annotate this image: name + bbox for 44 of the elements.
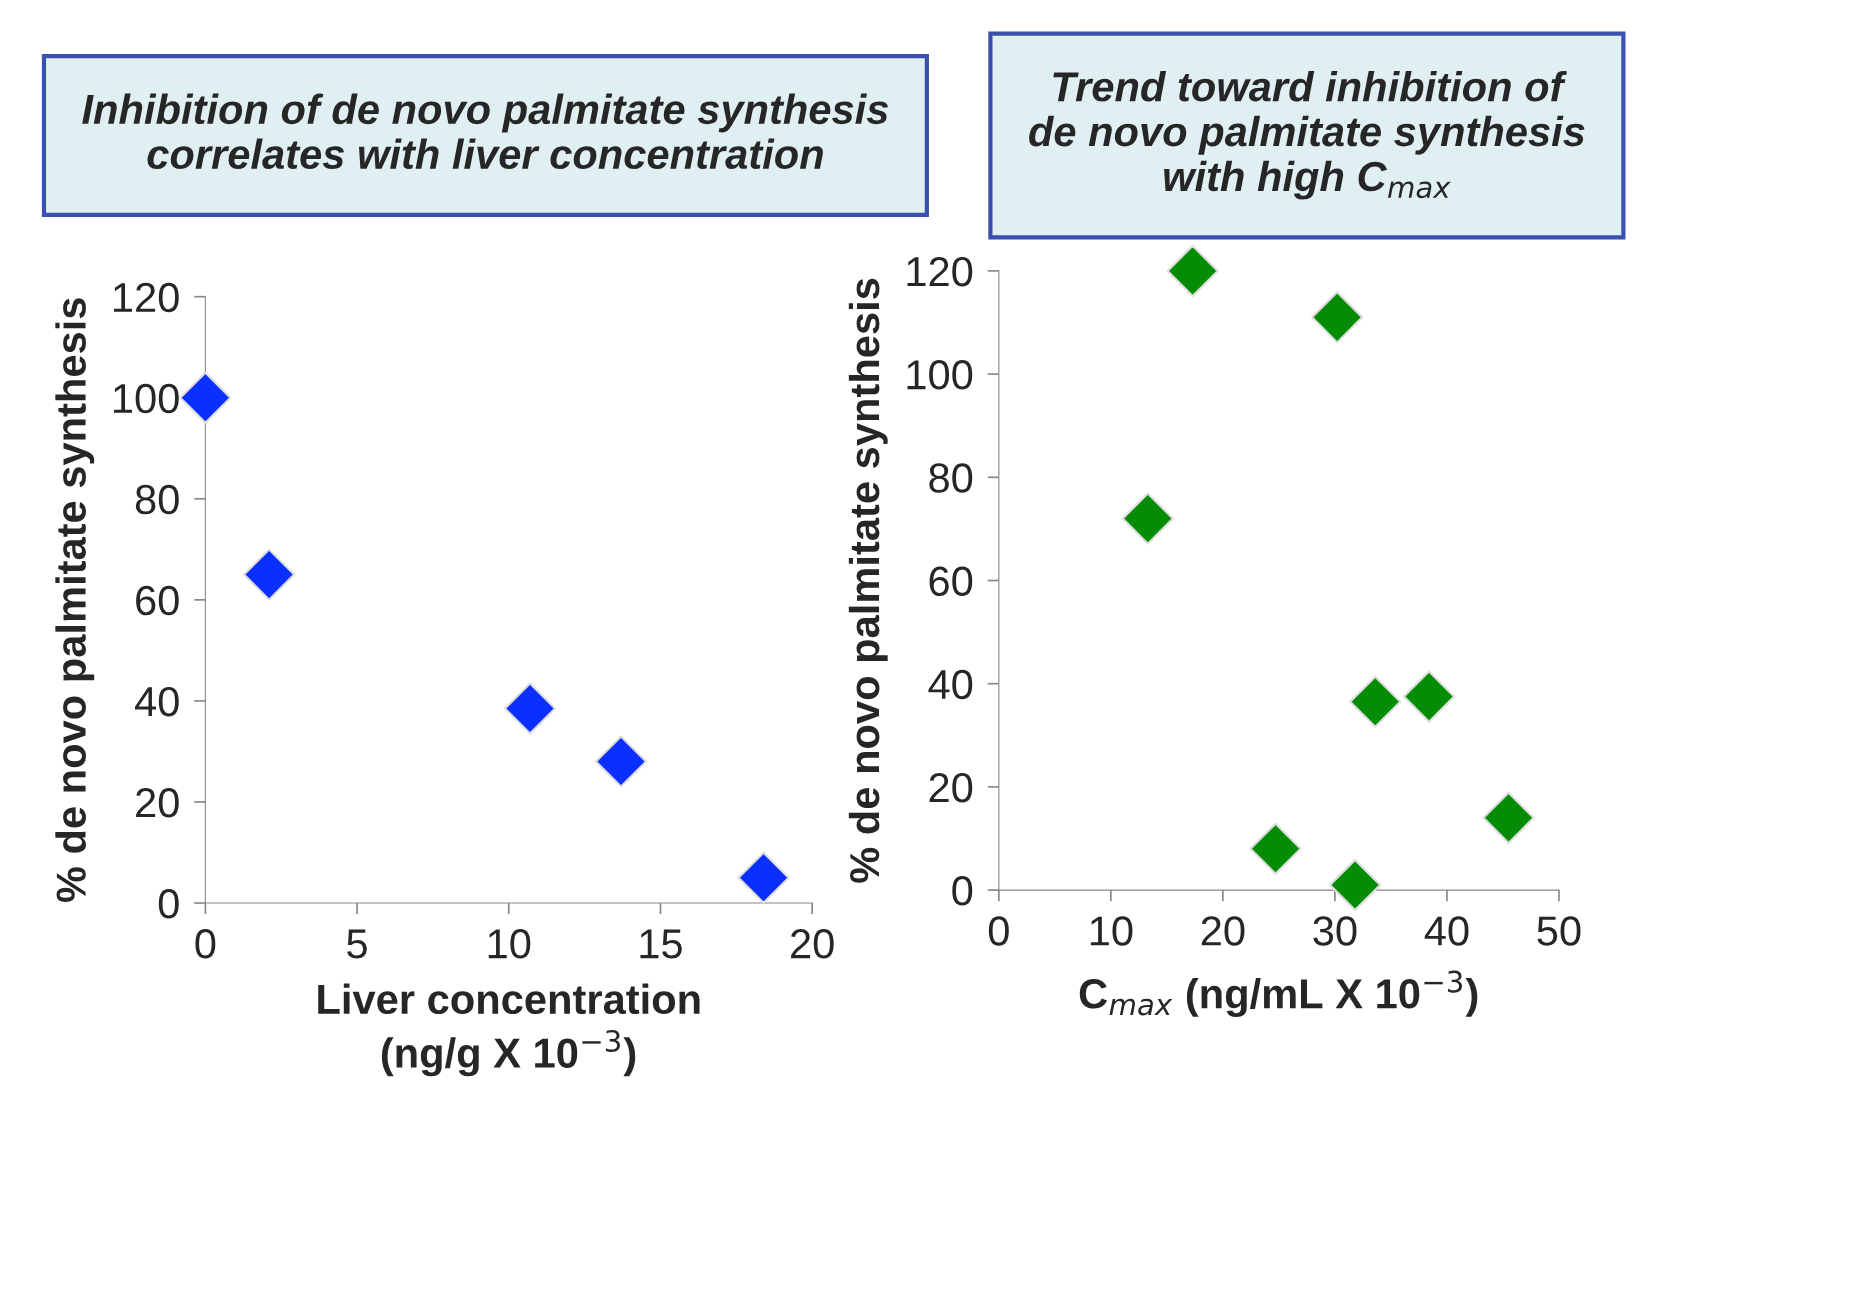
x-tick-label: 20	[1201, 916, 1245, 946]
point	[1166, 244, 1219, 297]
point	[503, 682, 557, 735]
point	[179, 371, 232, 424]
point	[594, 735, 648, 788]
y-tick-label: 100	[907, 360, 973, 390]
x-tick-label: 5	[347, 929, 367, 959]
x-tick-label: 10	[488, 929, 531, 959]
point	[1249, 822, 1302, 875]
x-axis-title: Liver concentration (ng/g X 10$^{−3}$)	[318, 983, 700, 1077]
point	[1402, 670, 1456, 723]
y-tick-label: 60	[929, 566, 973, 597]
y-tick-label: 0	[158, 889, 179, 919]
x-tick-label: 0	[988, 916, 1009, 946]
x-axis-title: C$_{max}$ (ng/mL X 10$^{−3}$)	[1079, 970, 1478, 1018]
y-tick-label: 40	[134, 686, 179, 717]
x-tick-label: 0	[195, 929, 216, 959]
chart-title: Inhibition of de novo palmitate synthesis correlates with liver concentration	[82, 93, 889, 170]
point	[243, 548, 296, 601]
point	[737, 851, 790, 904]
x-tick-label: 20	[791, 929, 834, 959]
x-tick-label: 40	[1424, 916, 1469, 946]
y-tick-label: 120	[114, 282, 179, 313]
y-axis-title: % de novo palmitate synthesis	[55, 298, 95, 903]
point	[1121, 492, 1174, 545]
y-tick-label: 60	[136, 585, 179, 616]
y-axis-title: % de novo palmitate synthesis	[848, 278, 888, 883]
point	[1328, 858, 1382, 912]
x-tick-label: 30	[1313, 916, 1357, 946]
point	[1311, 291, 1364, 344]
chart-title: Trend toward inhibition of de novo palmitate synthesis with high C$_{max}$	[1029, 70, 1585, 200]
y-tick-label: 80	[929, 463, 973, 493]
point	[1349, 675, 1402, 728]
x-tick-label: 50	[1537, 916, 1581, 946]
y-tick-label: 20	[136, 787, 179, 818]
y-tick-label: 80	[135, 484, 179, 515]
point	[1482, 791, 1535, 844]
x-tick-label: 15	[640, 929, 682, 959]
y-tick-label: 20	[929, 772, 973, 803]
y-tick-label: 100	[114, 383, 179, 414]
x-tick-label: 10	[1090, 916, 1133, 946]
y-tick-label: 40	[928, 669, 973, 700]
y-tick-label: 0	[952, 876, 973, 906]
y-tick-label: 120	[907, 256, 973, 287]
